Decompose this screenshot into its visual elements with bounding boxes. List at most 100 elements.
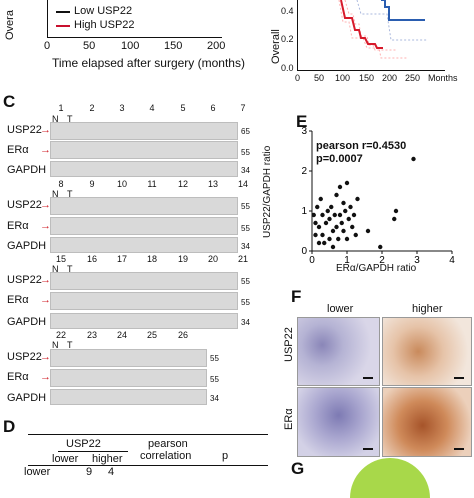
panel-letter-d: D [3, 417, 16, 436]
x-tick-label: 2 [379, 255, 385, 264]
y-tick-label: 2 [301, 166, 307, 177]
y-tick-label: 0 [301, 246, 307, 257]
blot-strip-era [50, 141, 238, 159]
row-label-era: ERα [283, 408, 295, 430]
scatter-point [348, 204, 353, 210]
scatter-point [330, 228, 336, 234]
row-label-usp22: USP22 [283, 327, 295, 362]
lane-number: 3 [119, 103, 125, 113]
lane-t-label: T [67, 114, 73, 124]
lane-n-label: N [52, 114, 59, 124]
panel-letter-c: C [3, 92, 16, 111]
scatter-point [329, 204, 334, 210]
y-tick-label: 0.0 [281, 63, 294, 73]
stats-line-1: pearson r=0.4530 [316, 140, 407, 152]
scatter-point [327, 236, 332, 242]
x-tick-label: 0 [44, 40, 51, 52]
lane-number: 23 [86, 330, 97, 340]
x-tick-label: 50 [314, 73, 325, 83]
scatter-point [341, 228, 346, 234]
lane-t-label: T [67, 340, 73, 350]
scatter-point [346, 216, 351, 222]
scatter-point [337, 212, 343, 218]
table-header-usp22: USP22 [66, 438, 101, 450]
legend-swatch-high [56, 25, 70, 27]
x-axis-unit: Months [428, 73, 458, 83]
row-label-era: ERα [7, 294, 29, 306]
scatter-point [411, 156, 416, 162]
y-tick-label: 0.2 [281, 34, 294, 44]
x-tick-label: 150 [164, 40, 183, 52]
scatter-point [339, 220, 344, 226]
x-tick-label: 3 [414, 255, 420, 264]
x-axis-line [47, 37, 222, 38]
blot-strip-era [50, 369, 207, 387]
lane-number: 16 [86, 254, 97, 264]
row-label-usp22: USP22 [7, 351, 42, 363]
table-sub-lower: lower [52, 453, 79, 465]
blot-strip-era [50, 292, 238, 310]
scatter-point [311, 212, 316, 218]
scatter-point [378, 244, 383, 250]
arrow-icon: → [40, 351, 51, 363]
x-tick-label: 1 [344, 255, 350, 264]
marker-34: 34 [241, 242, 250, 251]
scale-bar [454, 448, 464, 450]
y-axis-label: Overa [4, 10, 16, 40]
lane-t-label: T [67, 189, 73, 199]
table-header-pearson: pearson [148, 438, 188, 450]
row-label-gapdh: GAPDH [7, 240, 47, 252]
lane-number: 8 [58, 179, 64, 189]
marker-55: 55 [241, 277, 250, 286]
blot-strip-usp22 [50, 122, 238, 140]
scatter-point [332, 212, 337, 218]
scatter-point [344, 180, 350, 186]
lane-number: 4 [149, 103, 155, 113]
marker-55: 55 [241, 202, 250, 211]
scale-bar [363, 448, 373, 450]
marker-55: 55 [241, 224, 250, 233]
lane-number: 11 [147, 179, 157, 189]
lane-number: 25 [146, 330, 157, 340]
lane-number: 7 [240, 103, 246, 113]
ihc-image-usp22-higher [382, 317, 472, 386]
lane-n-label: N [52, 264, 59, 274]
marker-34: 34 [241, 166, 250, 175]
arrow-icon: → [40, 124, 51, 136]
km-curves [338, 0, 427, 59]
marker-55: 55 [241, 298, 250, 307]
scatter-point [320, 232, 325, 238]
panel-letter-e: E [296, 112, 308, 131]
scatter-point [336, 236, 341, 242]
x-tick-label: 200 [207, 40, 226, 52]
blot-strip-gapdh [50, 389, 207, 405]
scatter-point [320, 212, 325, 218]
scatter-point [315, 204, 320, 210]
ihc-image-era-lower [297, 387, 380, 457]
y-axis-line [47, 0, 48, 38]
scale-bar [454, 377, 464, 379]
x-tick-label: 200 [382, 73, 398, 83]
table-cell: 4 [108, 466, 115, 478]
row-label-usp22: USP22 [7, 274, 42, 286]
ihc-image-era-higher [382, 387, 472, 457]
lane-n-label: N [52, 189, 59, 199]
lane-t-label: T [67, 264, 73, 274]
lane-number: 22 [55, 330, 66, 340]
scatter-point [334, 224, 339, 230]
scatter-point [313, 220, 318, 226]
x-tick-label: 0 [295, 73, 301, 83]
y-tick-label: 1 [301, 206, 307, 217]
scatter-point [355, 196, 360, 202]
scatter-point [318, 196, 323, 202]
blot-strip-usp22 [50, 272, 238, 290]
scatter-point [353, 232, 358, 238]
row-label-usp22: USP22 [7, 124, 42, 136]
arrow-icon: → [40, 220, 51, 232]
lane-number: 12 [177, 179, 188, 189]
marker-34: 34 [210, 394, 219, 403]
lane-number: 14 [237, 179, 248, 189]
lane-number: 5 [180, 103, 186, 113]
scatter-point [322, 240, 327, 246]
x-tick-label: 4 [449, 255, 455, 264]
